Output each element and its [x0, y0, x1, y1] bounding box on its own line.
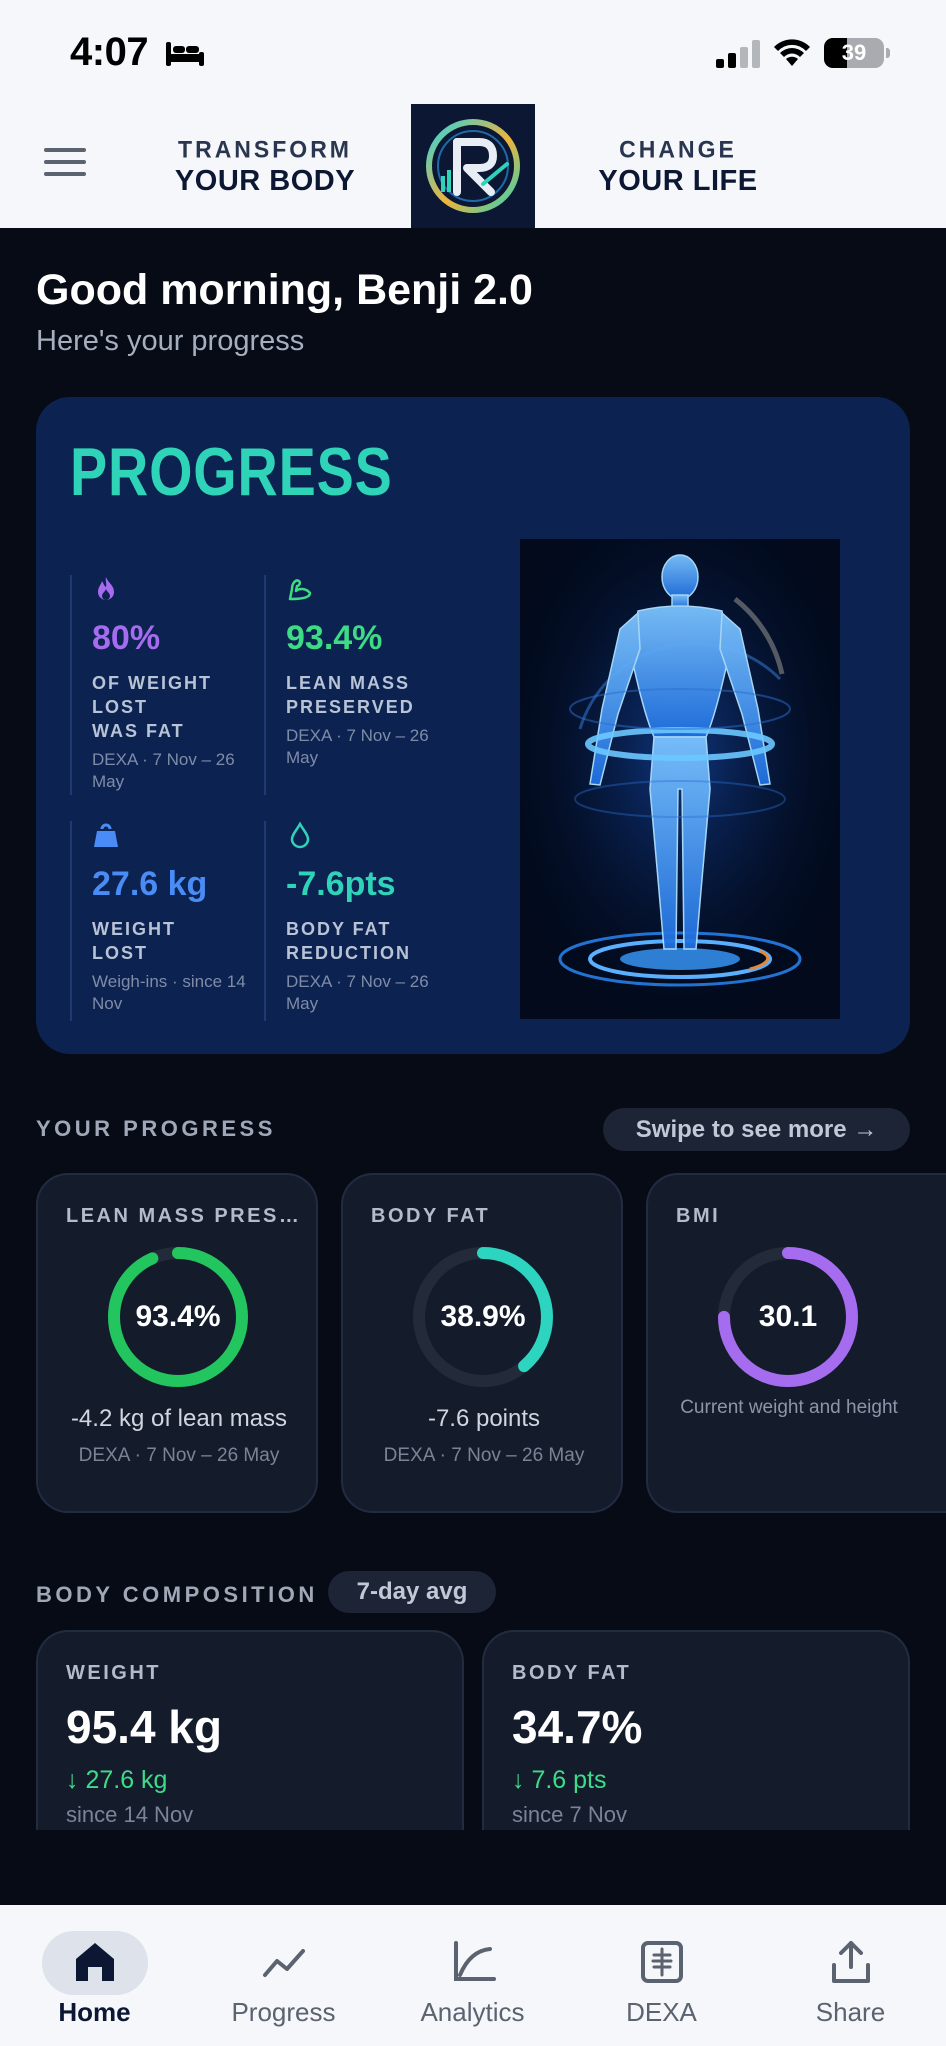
comp-since: since 7 Nov: [512, 1802, 627, 1827]
metric-label: BMI: [676, 1205, 721, 1227]
nav-progress[interactable]: Progress: [189, 1905, 378, 2046]
greeting-subtitle: Here's your progress: [36, 325, 305, 357]
status-bar: 4:07 39: [0, 0, 946, 104]
stat-label-line: WAS FAT: [92, 721, 185, 742]
comp-card-weight[interactable]: WEIGHT 95.4 kg ↓ 27.6 kg since 14 Nov: [36, 1630, 464, 1830]
flame-icon: [98, 577, 114, 600]
metric-source: DEXA · 7 Nov – 26 May: [383, 1445, 585, 1466]
nav-analytics[interactable]: Analytics: [378, 1905, 567, 2046]
comp-since: since 14 Nov: [66, 1802, 194, 1827]
greeting-title: Good morning, Benji 2.0: [36, 266, 533, 314]
nav-share[interactable]: Share: [756, 1905, 945, 2046]
metric-subtitle: Current weight and height: [680, 1397, 898, 1418]
tagline-right-big: YOUR LIFE: [598, 165, 758, 197]
ring-value: 30.1: [758, 1300, 818, 1333]
body-composition-title: BODY COMPOSITION: [36, 1582, 318, 1607]
metric-card-bmi[interactable]: BMI 30.1 Current weight and height: [646, 1173, 946, 1513]
ring-value: 38.9%: [440, 1300, 526, 1333]
nav-label: Progress: [231, 1997, 336, 2027]
tagline-right-small: CHANGE: [619, 135, 737, 163]
water-drop-icon: [290, 821, 310, 849]
xray-scan-icon: [641, 1941, 683, 1983]
stat-label-line: OF WEIGHT LOST: [92, 673, 212, 718]
progress-ring: 30.1: [714, 1243, 862, 1391]
hamburger-menu-button[interactable]: [44, 148, 86, 184]
stat-weight-lost: 27.6 kg WEIGHT LOST Weigh-ins · since 14…: [70, 821, 264, 1021]
stat-label-line: LOST: [92, 943, 148, 964]
nav-label: DEXA: [626, 1997, 697, 2027]
stat-label-line: WEIGHT: [92, 919, 176, 940]
cell-signal-icon: [716, 40, 760, 68]
comp-label: BODY FAT: [512, 1662, 632, 1684]
your-progress-title: YOUR PROGRESS: [36, 1116, 276, 1141]
battery-indicator: 39: [824, 38, 884, 68]
metric-label: BODY FAT: [371, 1205, 491, 1227]
stat-fat-lost: 80% OF WEIGHT LOST WAS FAT DEXA · 7 Nov …: [70, 575, 264, 795]
stat-value: 93.4%: [286, 619, 383, 657]
stat-source: DEXA · 7 Nov – 26 May: [286, 972, 429, 1014]
trend-line-icon: [263, 1949, 305, 1977]
battery-tip: [886, 48, 890, 58]
sleep-bed-icon: [166, 42, 204, 66]
comp-card-body-fat[interactable]: BODY FAT 34.7% ↓ 7.6 pts since 7 Nov: [482, 1630, 910, 1830]
metric-source: DEXA · 7 Nov – 26 May: [78, 1445, 280, 1466]
stat-source: Weigh-ins · since 14 Nov: [92, 972, 246, 1014]
stat-label-line: PRESERVED: [286, 697, 415, 718]
battery-level-text: 39: [841, 40, 867, 65]
stat-label: BODY FAT REDUCTION: [286, 917, 458, 965]
weight-icon: [94, 823, 118, 847]
app-header: TRANSFORM YOUR BODY CHANGE YOUR LIFE: [0, 104, 946, 228]
hologram-human-icon: [520, 539, 840, 1019]
swipe-hint-button[interactable]: Swipe to see more →: [603, 1108, 910, 1151]
progress-hero-card[interactable]: PROGRESS 80% OF WEIGHT LOST WAS FAT DEXA…: [36, 397, 910, 1054]
chart-curve-icon: [454, 1941, 496, 1981]
tagline-left-big: YOUR BODY: [174, 165, 356, 197]
comp-delta: ↓ 7.6 pts: [512, 1766, 607, 1794]
stat-lean-mass: 93.4% LEAN MASS PRESERVED DEXA · 7 Nov –…: [264, 575, 458, 795]
nav-label: Home: [58, 1997, 131, 2027]
home-icon: [76, 1943, 114, 1981]
nav-dexa[interactable]: DEXA: [567, 1905, 756, 2046]
comp-value: 95.4 kg: [66, 1701, 222, 1753]
nav-label: Share: [815, 1997, 886, 2027]
progress-ring: 38.9%: [409, 1243, 557, 1391]
flexed-arm-icon: [288, 579, 312, 601]
share-upload-icon: [832, 1941, 870, 1983]
metric-subtitle: -7.6 points: [427, 1405, 541, 1432]
tagline-left-small: TRANSFORM: [178, 135, 352, 163]
comp-label: WEIGHT: [66, 1662, 161, 1684]
stat-label-line: LEAN MASS: [286, 673, 411, 694]
stat-value: -7.6pts: [286, 865, 396, 903]
app-logo[interactable]: [411, 104, 535, 228]
metric-label: LEAN MASS PRESERVED: [66, 1205, 302, 1227]
hero-title: PROGRESS: [70, 434, 393, 510]
stat-label-line: REDUCTION: [286, 943, 411, 964]
stat-label-line: BODY FAT: [286, 919, 392, 940]
hologram-body-figure: [520, 539, 840, 1019]
wifi-icon: [774, 39, 810, 66]
stat-value: 80%: [92, 619, 161, 657]
comp-delta: ↓ 27.6 kg: [66, 1766, 168, 1794]
stat-source: DEXA · 7 Nov – 26 May: [92, 750, 235, 792]
ring-value: 93.4%: [135, 1300, 221, 1333]
nav-home[interactable]: Home: [0, 1905, 189, 2046]
nav-label: Analytics: [420, 1997, 525, 2027]
progress-ring: 93.4%: [104, 1243, 252, 1391]
stat-label: WEIGHT LOST: [92, 917, 264, 965]
stat-label: LEAN MASS PRESERVED: [286, 671, 458, 719]
tagline-right: CHANGE YOUR LIFE: [588, 135, 768, 198]
tagline-left: TRANSFORM YOUR BODY: [170, 135, 360, 198]
status-time: 4:07: [70, 30, 149, 74]
stat-source: DEXA · 7 Nov – 26 May: [286, 726, 429, 768]
metric-card-body-fat[interactable]: BODY FAT 38.9% -7.6 points DEXA · 7 Nov …: [341, 1173, 623, 1513]
metric-subtitle: -4.2 kg of lean mass: [70, 1405, 288, 1432]
seven-day-avg-badge: 7-day avg: [328, 1571, 496, 1613]
r-monogram-logo-icon: [426, 119, 520, 213]
bottom-nav: Home Progress Analytics DEXA Share: [0, 1905, 946, 2046]
stat-body-fat-reduction: -7.6pts BODY FAT REDUCTION DEXA · 7 Nov …: [264, 821, 458, 1021]
stat-label: OF WEIGHT LOST WAS FAT: [92, 671, 264, 743]
comp-value: 34.7%: [512, 1701, 643, 1753]
stat-value: 27.6 kg: [92, 865, 208, 903]
metric-card-lean-mass[interactable]: LEAN MASS PRESERVED 93.4% -4.2 kg of lea…: [36, 1173, 318, 1513]
